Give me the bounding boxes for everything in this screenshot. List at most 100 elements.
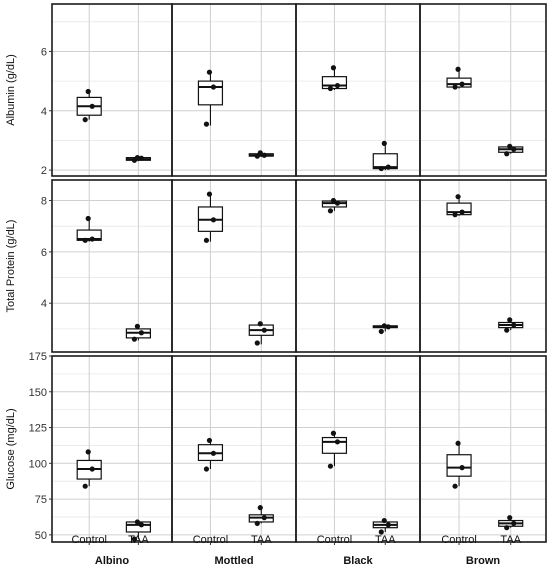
box-brown-taa	[498, 143, 524, 157]
data-point	[327, 208, 334, 214]
data-point	[210, 450, 217, 456]
data-point	[459, 81, 465, 87]
panel-2-mottled	[171, 355, 297, 543]
data-point	[507, 317, 513, 323]
y-tick-label: 4	[41, 106, 47, 118]
data-point	[206, 437, 213, 444]
panel-0-albino	[51, 3, 173, 177]
box-brown-taa	[498, 515, 524, 531]
y-axis-label: Total Protein (g/dL)	[5, 220, 17, 313]
data-point	[378, 328, 384, 335]
panel-2-brown	[419, 355, 547, 543]
data-point	[131, 336, 137, 342]
x-tick-label: Control	[317, 534, 352, 546]
panel-frame	[171, 3, 297, 177]
data-point	[330, 65, 337, 71]
facet-label-black: Black	[343, 555, 373, 567]
x-tick-label: TAA	[251, 534, 272, 546]
y-tick-label: 75	[35, 494, 47, 506]
box-albino-control	[76, 88, 102, 123]
iqr-box	[76, 229, 102, 241]
panel-1-mottled	[171, 179, 297, 353]
iqr-box	[321, 76, 348, 90]
data-point	[254, 340, 260, 346]
box-mottled-control	[197, 69, 224, 127]
data-point	[210, 217, 217, 223]
data-point	[459, 209, 465, 215]
data-point	[455, 440, 461, 446]
box-black-taa	[372, 517, 398, 535]
data-point	[261, 152, 267, 158]
data-point	[138, 155, 144, 161]
data-point	[203, 466, 210, 472]
data-point	[82, 117, 88, 123]
iqr-box	[197, 80, 224, 106]
y-tick-label: 100	[29, 458, 47, 470]
y-tick-label: 125	[29, 423, 47, 435]
data-point	[257, 321, 263, 327]
data-point	[330, 430, 337, 436]
y-tick-label: 8	[41, 196, 47, 208]
data-point	[210, 84, 217, 90]
data-point	[85, 449, 91, 455]
x-tick-label: Control	[441, 534, 476, 546]
data-point	[85, 88, 91, 95]
data-point	[254, 520, 260, 527]
data-point	[82, 237, 88, 243]
panel-1-brown	[419, 179, 547, 353]
panel-0-brown	[419, 3, 547, 177]
box-black-control	[321, 430, 348, 469]
panel-0-black	[295, 3, 421, 177]
box-brown-control	[446, 194, 472, 218]
panel-0-mottled	[171, 3, 297, 177]
data-point	[334, 200, 341, 206]
data-point	[330, 197, 337, 204]
y-tick-label: 4	[41, 298, 47, 310]
data-point	[378, 165, 384, 172]
data-point	[206, 191, 213, 197]
box-albino-taa	[125, 155, 152, 163]
data-point	[455, 194, 461, 200]
panel-frame	[295, 355, 421, 543]
facet-label-mottled: Mottled	[214, 555, 253, 567]
y-tick-label: 150	[29, 387, 47, 399]
data-point	[378, 529, 384, 535]
box-black-control	[321, 65, 348, 92]
box-black-control	[321, 197, 348, 214]
data-point	[511, 146, 517, 152]
data-point	[385, 522, 391, 528]
box-albino-taa	[125, 519, 152, 542]
data-point	[138, 330, 144, 336]
data-point	[89, 103, 95, 109]
facet-label-brown: Brown	[466, 555, 501, 567]
box-mottled-control	[197, 437, 224, 472]
panel-frame	[419, 179, 547, 353]
panel-2-black	[295, 355, 421, 543]
data-point	[381, 517, 387, 524]
data-point	[131, 536, 137, 542]
data-point	[507, 143, 513, 149]
data-point	[261, 515, 267, 521]
data-point	[85, 215, 91, 222]
data-point	[385, 164, 391, 170]
data-point	[452, 212, 458, 218]
facet-label-albino: Albino	[95, 555, 129, 567]
box-black-taa	[372, 323, 398, 335]
data-point	[327, 463, 334, 469]
data-point	[261, 327, 267, 333]
panel-frame	[171, 355, 297, 543]
panel-1-albino	[51, 179, 173, 353]
data-point	[511, 322, 517, 328]
data-point	[334, 439, 341, 445]
data-point	[334, 82, 341, 89]
data-point	[459, 465, 465, 471]
y-tick-label: 6	[41, 46, 47, 58]
data-point	[203, 121, 210, 127]
box-mottled-taa	[248, 150, 274, 159]
data-point	[452, 84, 458, 90]
data-point	[257, 150, 263, 156]
box-mottled-taa	[248, 505, 274, 527]
x-tick-label: Control	[193, 534, 228, 546]
x-tick-label: Control	[71, 534, 106, 546]
